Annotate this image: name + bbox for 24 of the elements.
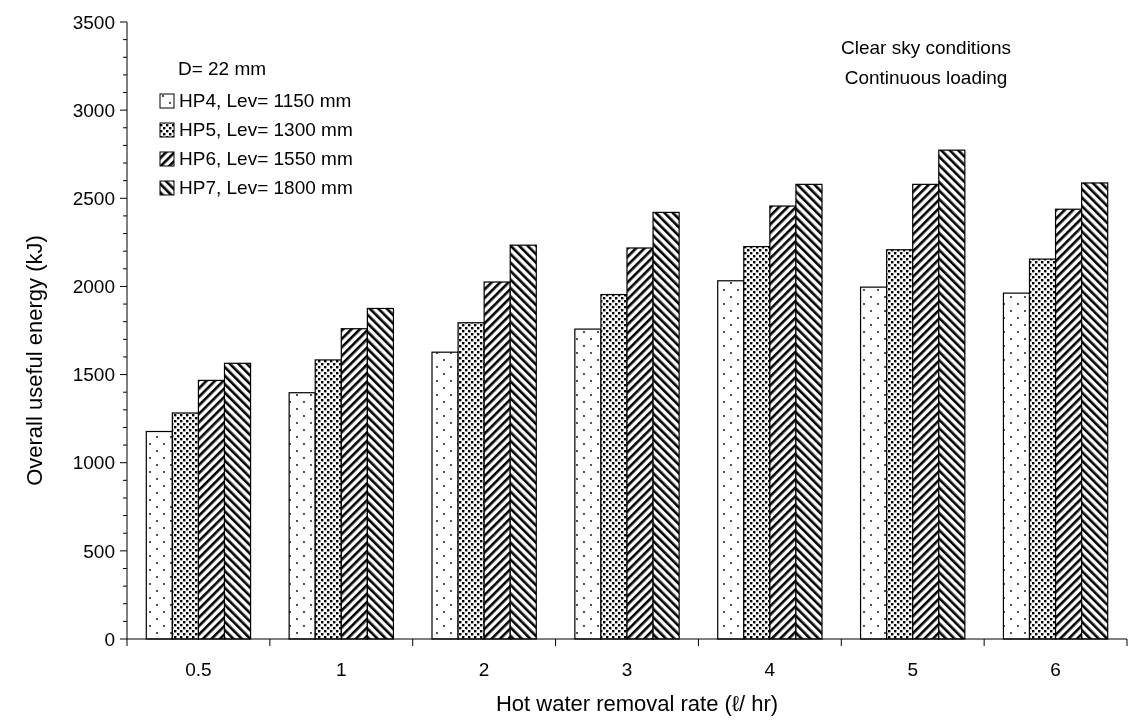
x-tick-label: 1 [336,659,347,680]
x-tick-label: 6 [1050,659,1061,680]
y-tick-label: 1500 [72,364,115,386]
x-tick-label: 3 [621,659,633,680]
x-tick-label: 0.5 [185,659,212,680]
y-tick-label: 3500 [72,11,115,33]
y-tick-label: 1000 [72,452,115,474]
x-tick-label: 4 [764,659,776,680]
legend-title: D= 22 mm [177,58,267,79]
y-tick-label: 3000 [72,99,115,121]
x-tick-label: 5 [907,659,918,680]
legend-label: HP6, Lev= 1550 mm [179,148,353,169]
y-tick-label: 2500 [72,187,115,209]
y-tick-label: 2000 [72,276,115,298]
annotation: Clear sky conditions [840,37,1012,58]
legend-label: HP4, Lev= 1150 mm [179,90,352,111]
legend-label: HP7, Lev= 1800 mm [179,177,353,198]
annotation: Continuous loading [844,67,1008,88]
x-axis-title: Hot water removal rate (ℓ/ hr) [495,691,779,716]
y-tick-label: 0 [104,628,115,650]
y-axis-title: Overall useful energy (kJ) [22,235,47,486]
x-tick-label: 2 [478,659,490,680]
legend-label: HP5, Lev= 1300 mm [179,119,353,140]
y-tick-label: 500 [83,540,115,562]
